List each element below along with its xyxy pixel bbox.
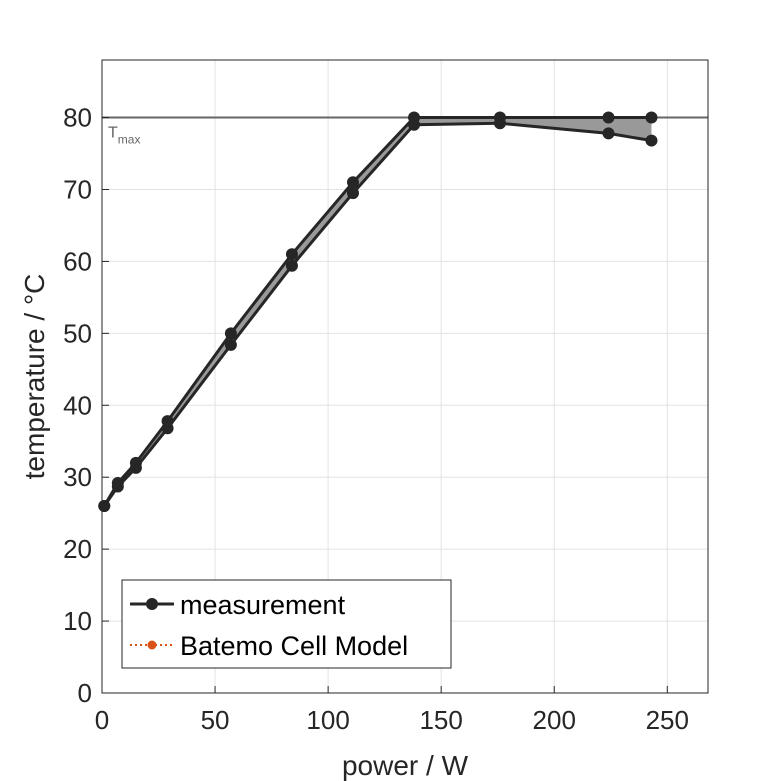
plot-frame [101,59,709,694]
legend-box [121,579,452,669]
legend-entry-measurement: measurement [180,590,346,620]
tmax-annotation-main: T [108,125,118,142]
measurement-upper-line [102,116,652,507]
measurement-lower-point-3 [161,422,174,435]
measurement-upper-point-4 [224,327,237,340]
measurement-lower-point-9 [602,127,615,140]
x-tick-label-0: 0 [95,705,109,735]
axes-box [101,59,709,694]
x-tick-label-5: 250 [646,705,689,735]
measurement-upper-point-9 [602,111,615,124]
measurement-lower-point-2 [129,461,142,474]
measurement-lower-line [103,121,652,507]
measurement-lower-point-6 [346,187,359,200]
x-tick-label-3: 150 [419,705,462,735]
measurement-lower-point-5 [285,259,298,272]
series [98,111,658,512]
measurement-upper-point-5 [285,248,298,261]
measurement-upper-point-6 [346,176,359,189]
y-tick-label-1: 10 [63,606,92,636]
tmax-annotation-sub: max [118,133,141,147]
y-axis-label: temperature / °C [19,274,50,480]
legend-swatch-marker-batemo [147,640,157,650]
tmax-annotation: Tmax [108,125,140,147]
x-tick-label-4: 200 [533,705,576,735]
y-tick-label-0: 0 [78,678,92,708]
measurement-lower-point-4 [224,338,237,351]
y-tick-label-7: 70 [63,174,92,204]
measurement-band [104,117,652,506]
x-tick-labels: 0 50 100 150 200 250 [95,705,689,735]
grid [101,60,708,694]
measurement-lower-point-7 [408,118,421,131]
measurement-lower-point-1 [111,480,124,493]
measurement-lower-point-8 [493,117,506,130]
y-tick-label-4: 40 [63,390,92,420]
x-tick-label-1: 50 [201,705,230,735]
measurement-lower-point-0 [98,499,111,512]
y-tick-label-3: 30 [63,462,92,492]
x-axis-label: power / W [342,750,469,781]
legend: measurement Batemo Cell Model [121,579,452,669]
measurement-upper-point-10 [645,111,658,124]
y-tick-label-5: 50 [63,318,92,348]
x-tick-label-2: 100 [306,705,349,735]
measurement-lower-point-10 [645,134,658,147]
measurement-band-fill [104,117,652,506]
legend-entry-batemo: Batemo Cell Model [180,631,408,661]
y-tick-label-2: 20 [63,534,92,564]
y-tick-label-6: 60 [63,246,92,276]
legend-swatch-marker-measurement [146,598,158,610]
y-tick-label-8: 80 [63,103,92,133]
y-tick-labels: 0 10 20 30 40 50 60 70 80 [63,103,92,708]
